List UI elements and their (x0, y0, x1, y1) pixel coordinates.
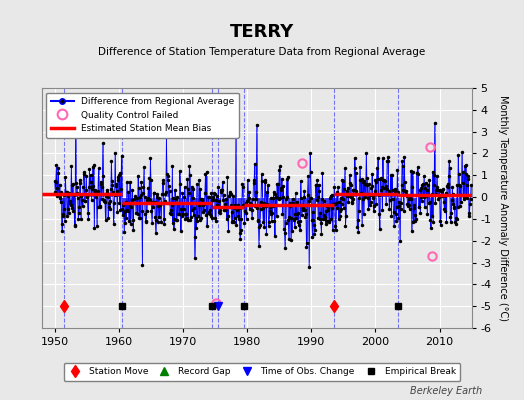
Text: TERRY: TERRY (230, 23, 294, 41)
Text: Berkeley Earth: Berkeley Earth (410, 386, 482, 396)
Legend: Station Move, Record Gap, Time of Obs. Change, Empirical Break: Station Move, Record Gap, Time of Obs. C… (64, 363, 460, 381)
Text: Difference of Station Temperature Data from Regional Average: Difference of Station Temperature Data f… (99, 47, 425, 57)
Legend: Difference from Regional Average, Quality Control Failed, Estimated Station Mean: Difference from Regional Average, Qualit… (47, 92, 238, 138)
Y-axis label: Monthly Temperature Anomaly Difference (°C): Monthly Temperature Anomaly Difference (… (498, 95, 508, 321)
